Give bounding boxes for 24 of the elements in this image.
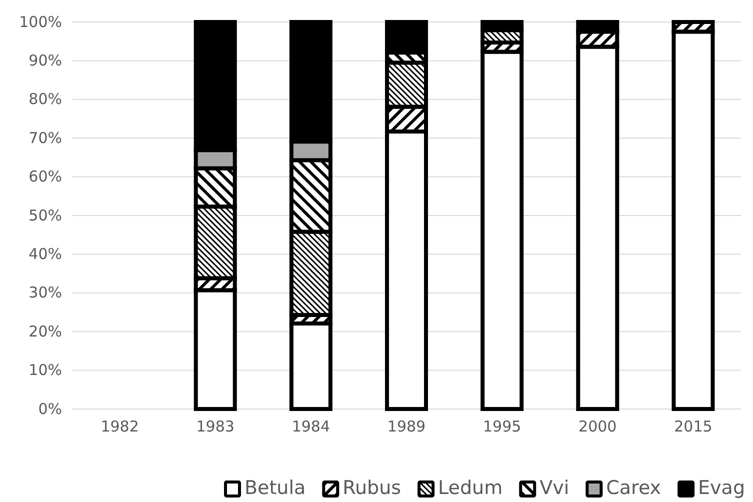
y-tick-label: 50%	[28, 206, 62, 224]
x-tick-label: 2000	[578, 418, 617, 436]
y-tick-label: 100%	[19, 12, 62, 31]
x-tick-label: 1983	[196, 418, 234, 436]
y-tick-label: 70%	[28, 128, 62, 147]
x-tick-label: 2015	[674, 418, 712, 436]
legend-label: Ledum	[438, 477, 503, 499]
y-tick-label: 60%	[28, 168, 62, 186]
y-tick-label: 10%	[28, 361, 62, 380]
legend-label: Carex	[606, 477, 662, 499]
y-tick-label: 80%	[28, 90, 62, 108]
x-tick-label: 1982	[100, 418, 139, 436]
x-tick-label: 1995	[482, 418, 522, 436]
x-tick-label: 1984	[292, 418, 330, 436]
x-tick-label: 1989	[387, 418, 426, 436]
y-tick-label: 40%	[28, 245, 62, 263]
y-tick-label: 30%	[28, 284, 62, 302]
legend-label: Betula	[244, 477, 306, 499]
legend-label: Vvi	[540, 477, 570, 499]
y-tick-label: 20%	[28, 322, 62, 340]
y-tick-label: 90%	[28, 52, 62, 70]
legend-label: Evag	[698, 477, 745, 499]
y-tick-label: 0%	[38, 400, 62, 418]
legend-label: Rubus	[342, 477, 402, 499]
